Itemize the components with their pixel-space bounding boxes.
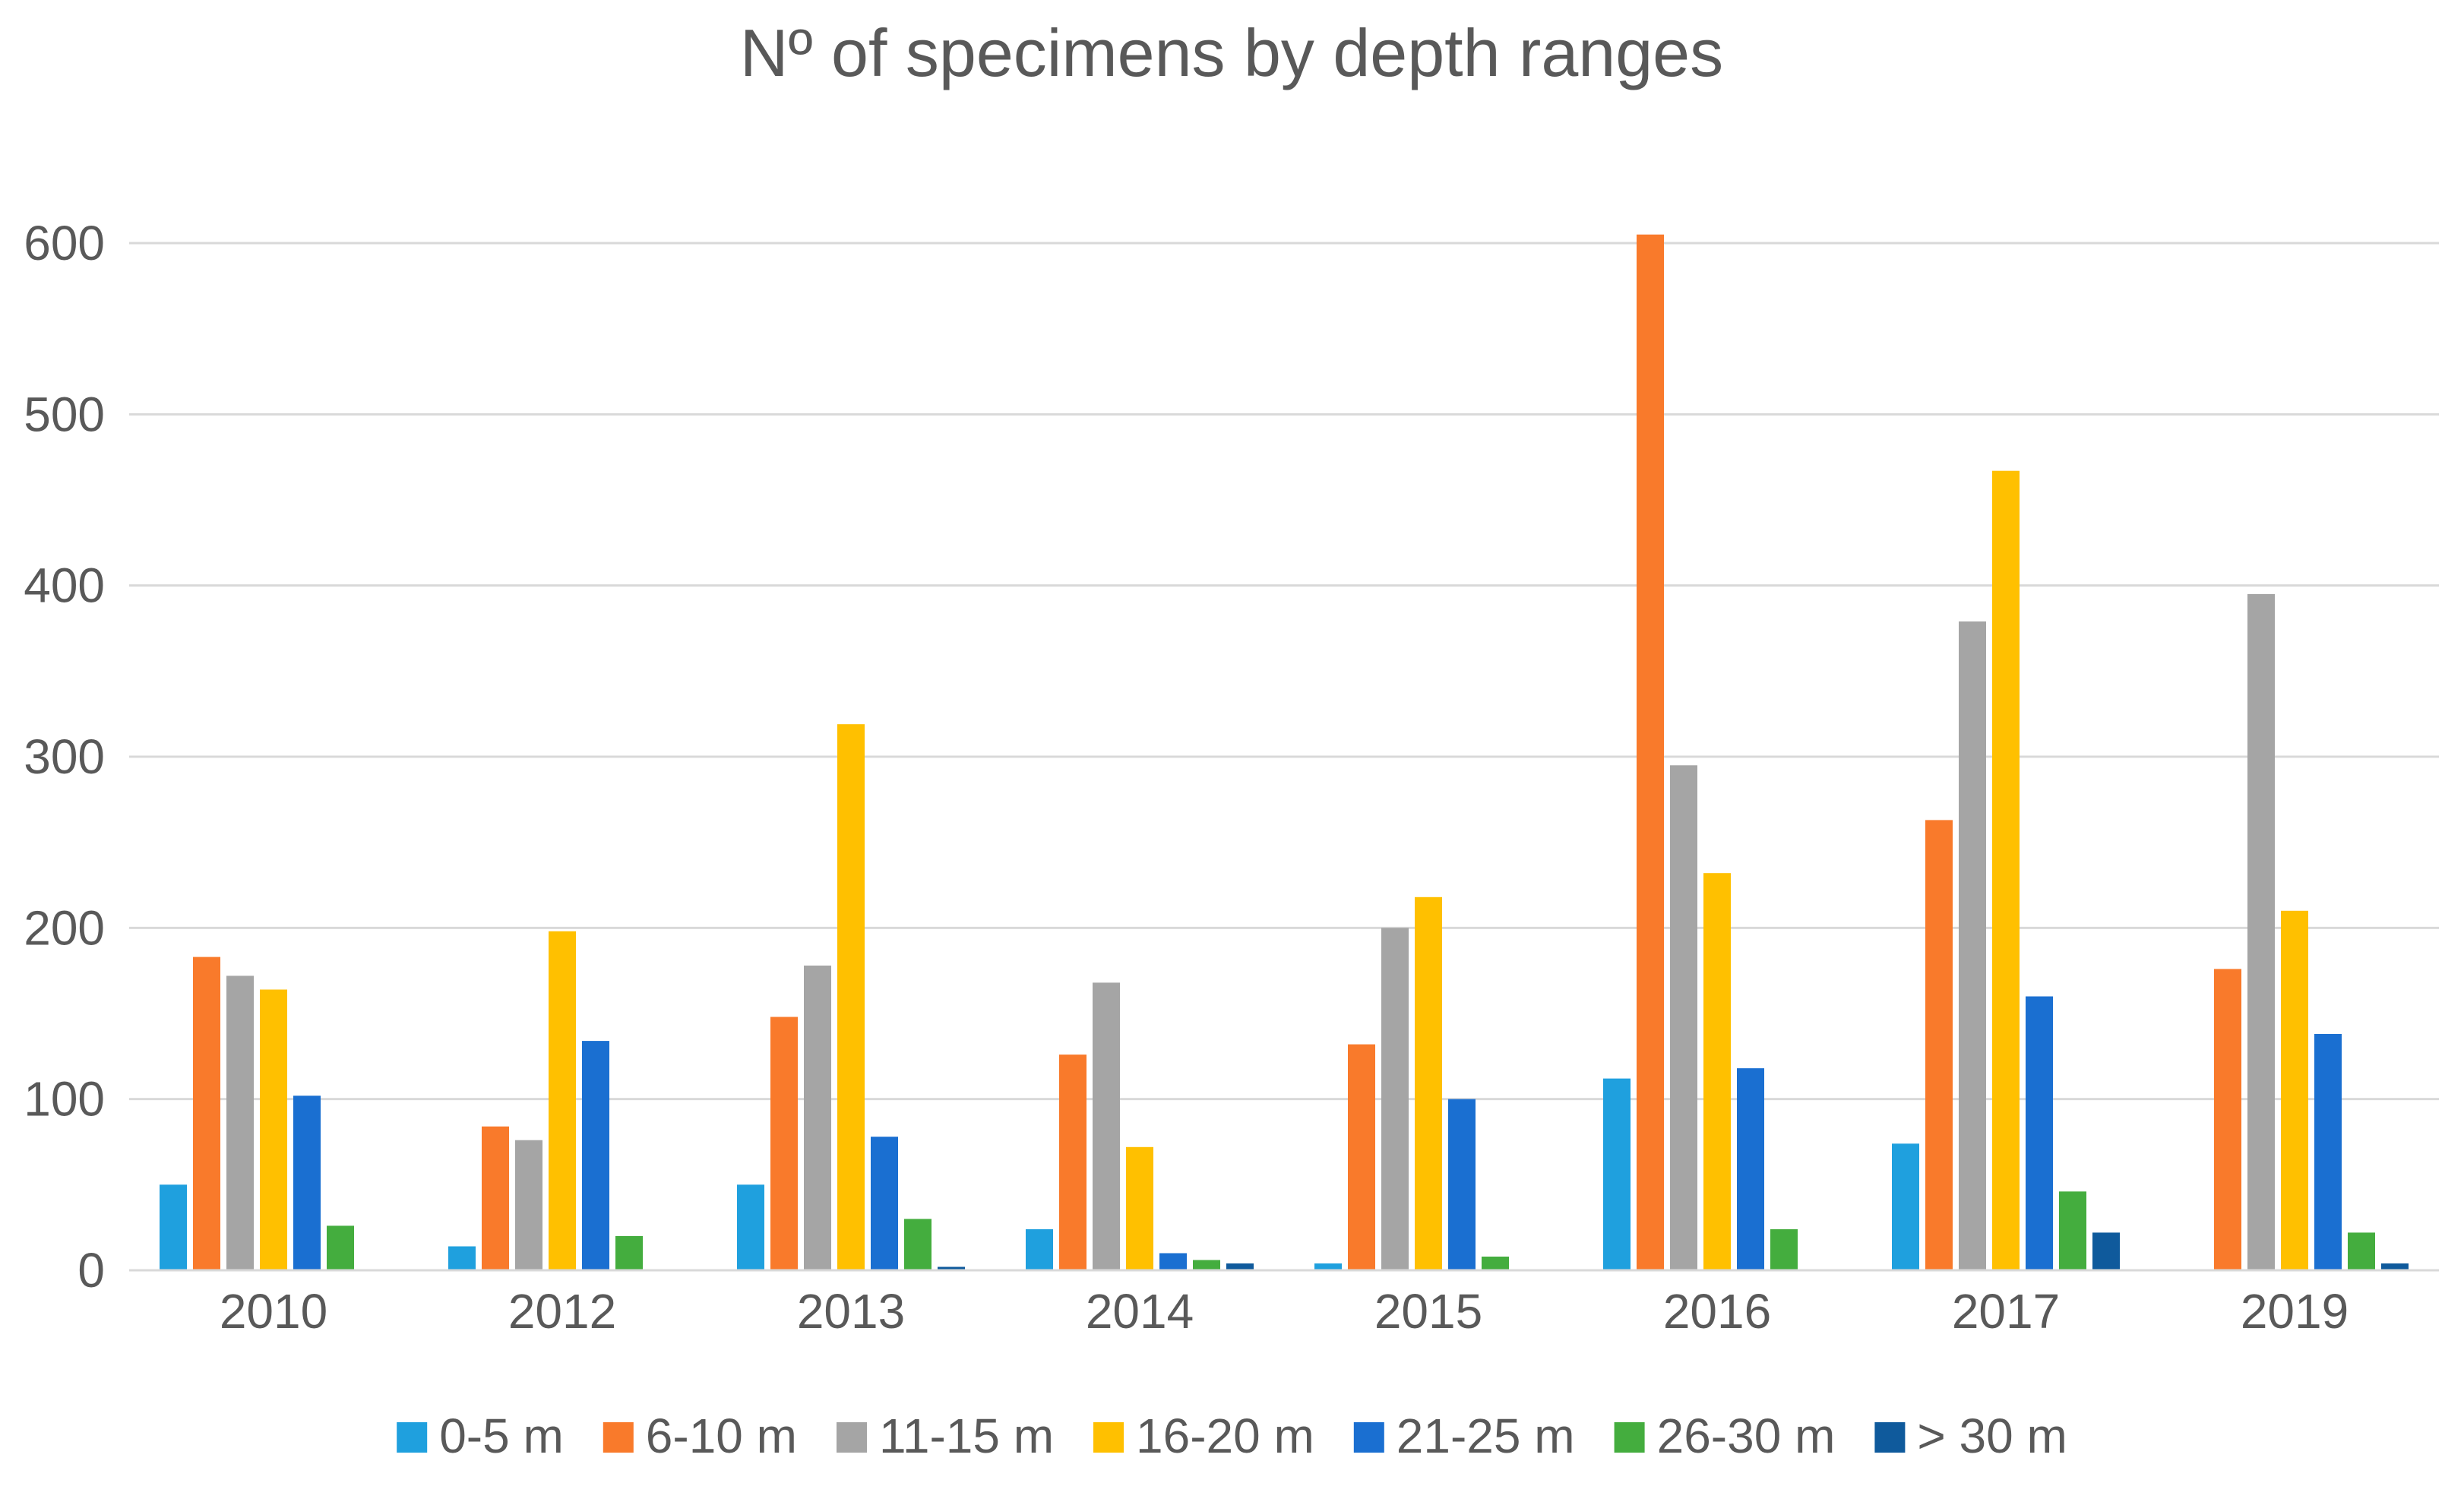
legend-label: 26-30 m xyxy=(1657,1409,1836,1463)
bar-2019-6-10-m xyxy=(2214,969,2241,1270)
bar-2015-16-20-m xyxy=(1415,896,1442,1270)
bar-2013-26-30-m xyxy=(904,1219,932,1270)
legend-swatch xyxy=(837,1422,867,1453)
bar-2013-21-25-m xyxy=(871,1137,898,1270)
bar-2015-6-10-m xyxy=(1348,1044,1375,1270)
legend-label: 16-20 m xyxy=(1136,1409,1314,1463)
y-axis-tick-labels: 0 100 200 300 400 500 600 xyxy=(24,216,105,1298)
bar-2017-6-10-m xyxy=(1925,820,1953,1270)
legend-item: 11-15 m xyxy=(837,1409,1054,1463)
bar-2010-21-25-m xyxy=(293,1096,321,1270)
bar-2017-21-25-m xyxy=(2026,996,2053,1270)
legend-label: 0-5 m xyxy=(439,1409,564,1463)
bar-2016-6-10-m xyxy=(1637,234,1664,1271)
y-tick-label: 600 xyxy=(24,216,105,270)
bar-2017-26-30-m xyxy=(2059,1191,2086,1270)
bar-2014-21-25-m xyxy=(1159,1253,1187,1270)
legend-swatch xyxy=(1353,1422,1384,1453)
x-tick-label: 2015 xyxy=(1374,1284,1482,1339)
bar-2014-26-30-m xyxy=(1193,1260,1220,1270)
bar-2019-16-20-m xyxy=(2281,910,2308,1270)
bar-2013-30-m xyxy=(938,1266,965,1270)
bar-2014-30-m xyxy=(1226,1263,1254,1270)
bar-2013-11-15-m xyxy=(804,965,831,1270)
legend-item: 26-30 m xyxy=(1614,1409,1836,1463)
bar-2014-16-20-m xyxy=(1126,1146,1153,1270)
bar-2012-6-10-m xyxy=(482,1126,509,1270)
x-tick-label: 2017 xyxy=(1952,1284,2060,1339)
legend-swatch xyxy=(603,1422,634,1453)
bar-2019-11-15-m xyxy=(2247,593,2275,1270)
y-tick-label: 200 xyxy=(24,900,105,955)
legend-item: 6-10 m xyxy=(603,1409,797,1463)
bars xyxy=(160,234,2409,1271)
x-tick-label: 2016 xyxy=(1663,1284,1771,1339)
y-tick-label: 0 xyxy=(77,1243,105,1298)
legend-label: 21-25 m xyxy=(1396,1409,1575,1463)
bar-2015-0-5-m xyxy=(1314,1263,1342,1270)
bar-2010-6-10-m xyxy=(193,957,220,1270)
bar-2019-21-25-m xyxy=(2314,1034,2342,1270)
legend: 0-5 m 6-10 m 11-15 m 16-20 m 21-25 m 26-30 m >… xyxy=(397,1409,2067,1463)
x-tick-label: 2010 xyxy=(220,1284,327,1339)
chart-title: Nº of specimens by depth ranges xyxy=(740,15,1723,90)
bar-2015-26-30-m xyxy=(1482,1257,1509,1270)
bar-2014-11-15-m xyxy=(1093,982,1120,1270)
legend-item: > 30 m xyxy=(1874,1409,2067,1463)
y-tick-label: 100 xyxy=(24,1072,105,1127)
bar-2010-11-15-m xyxy=(226,976,254,1270)
bar-2012-0-5-m xyxy=(448,1246,476,1270)
bar-2012-11-15-m xyxy=(515,1140,542,1270)
bar-2013-16-20-m xyxy=(837,724,865,1270)
bar-2017-0-5-m xyxy=(1892,1143,1919,1270)
legend-item: 16-20 m xyxy=(1093,1409,1314,1463)
legend-swatch xyxy=(1874,1422,1906,1453)
bar-2010-26-30-m xyxy=(327,1225,354,1270)
bar-2016-0-5-m xyxy=(1603,1078,1631,1270)
bar-2017-30-m xyxy=(2092,1232,2120,1270)
bar-2017-11-15-m xyxy=(1959,621,1986,1270)
legend-label: 11-15 m xyxy=(879,1409,1054,1463)
y-tick-label: 400 xyxy=(24,558,105,613)
bar-2017-16-20-m xyxy=(1992,470,2020,1271)
x-axis-tick-labels: 2010 2012 2013 2014 2015 2016 2017 2019 xyxy=(220,1284,2349,1339)
bar-2014-0-5-m xyxy=(1026,1228,1053,1270)
bar-2013-6-10-m xyxy=(770,1017,798,1270)
bar-2019-30-m xyxy=(2381,1263,2409,1270)
bar-2010-16-20-m xyxy=(260,989,287,1270)
bar-2015-11-15-m xyxy=(1381,928,1409,1270)
bar-2012-16-20-m xyxy=(549,931,576,1270)
y-tick-label: 300 xyxy=(24,729,105,784)
legend-item: 0-5 m xyxy=(397,1409,564,1463)
bar-2016-11-15-m xyxy=(1670,765,1697,1270)
legend-swatch xyxy=(397,1422,428,1453)
gridlines xyxy=(129,242,2439,1101)
x-tick-label: 2019 xyxy=(2241,1284,2349,1339)
legend-label: 6-10 m xyxy=(646,1409,797,1463)
bar-2016-21-25-m xyxy=(1737,1068,1764,1270)
bar-2016-16-20-m xyxy=(1703,873,1731,1270)
bar-2010-0-5-m xyxy=(160,1184,187,1270)
legend-swatch xyxy=(1093,1422,1124,1453)
y-tick-label: 500 xyxy=(24,387,105,441)
legend-label: > 30 m xyxy=(1917,1409,2067,1463)
bar-2012-26-30-m xyxy=(615,1235,643,1270)
bar-2016-26-30-m xyxy=(1770,1228,1798,1270)
x-tick-label: 2013 xyxy=(797,1284,905,1339)
x-tick-label: 2012 xyxy=(508,1284,616,1339)
bar-2014-6-10-m xyxy=(1059,1055,1087,1270)
x-tick-label: 2014 xyxy=(1086,1284,1194,1339)
legend-swatch xyxy=(1614,1422,1645,1453)
bar-2019-26-30-m xyxy=(2348,1232,2375,1270)
bar-2015-21-25-m xyxy=(1448,1099,1476,1270)
bar-2013-0-5-m xyxy=(737,1184,764,1270)
legend-item: 21-25 m xyxy=(1353,1409,1575,1463)
bar-2012-21-25-m xyxy=(582,1041,609,1270)
